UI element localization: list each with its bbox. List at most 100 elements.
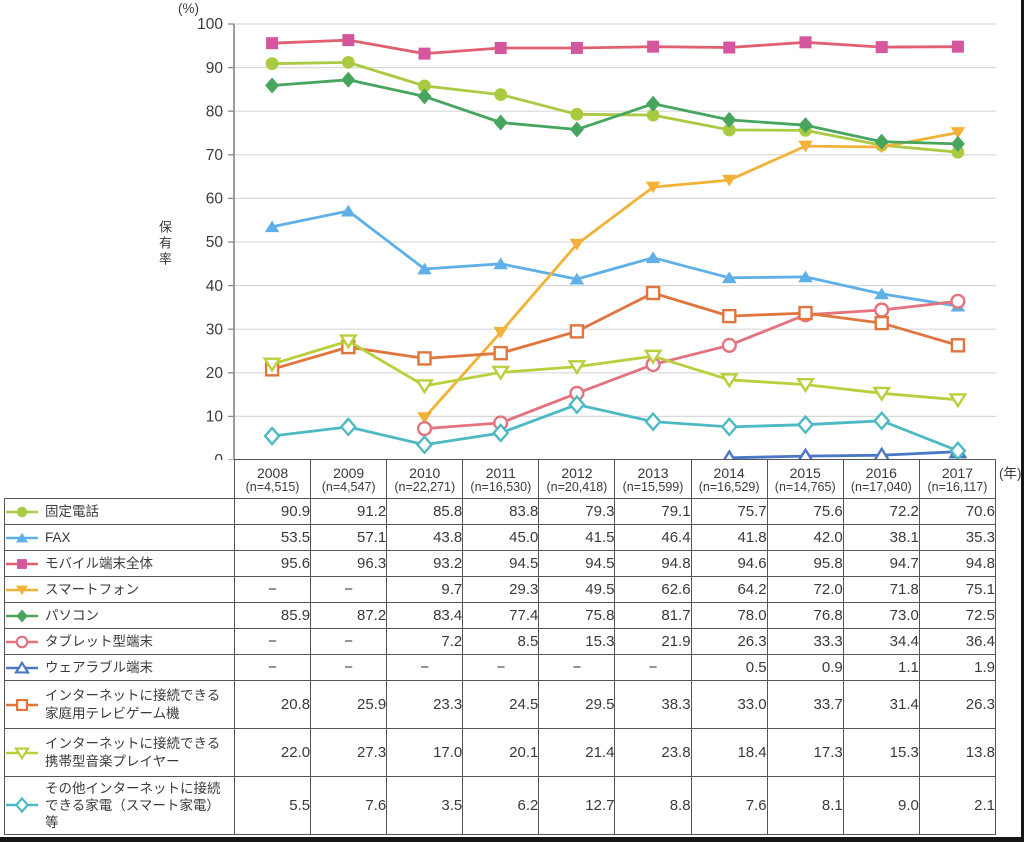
value-cell: 72.5 bbox=[918, 602, 997, 629]
sample-size-label: (n=15,599) bbox=[622, 480, 684, 495]
sample-size-label: (n=22,271) bbox=[394, 480, 456, 495]
value-cell: 1.1 bbox=[842, 654, 920, 681]
sample-size-label: (n=16,117) bbox=[927, 480, 988, 495]
fixed-phone-marker-icon bbox=[6, 506, 38, 517]
line-chart: 0 10 20 30 40 50 60 70 80 90 100 bbox=[197, 16, 996, 460]
legend-label: スマートフォン bbox=[45, 581, 140, 597]
year-label: 2010 bbox=[409, 465, 441, 482]
value-cell: 75.6 bbox=[766, 498, 844, 525]
value-cell: 94.8 bbox=[918, 550, 997, 577]
value-cell: 21.4 bbox=[538, 728, 616, 777]
page-right-border bbox=[1021, 0, 1024, 842]
year-label: 2016 bbox=[865, 465, 897, 482]
value-cell: 8.5 bbox=[462, 628, 540, 655]
value-cell: 7.2 bbox=[386, 628, 464, 655]
table-row-pc: パソコン 85.9 87.2 83.4 77.4 75.8 81.7 78.0 76.8 73.0… bbox=[4, 602, 997, 629]
value-cell: 6.2 bbox=[462, 776, 540, 835]
value-cell: 8.8 bbox=[614, 776, 692, 835]
year-label: 2013 bbox=[637, 465, 669, 482]
sample-size-label: (n=20,418) bbox=[546, 480, 608, 495]
value-cell: 79.3 bbox=[538, 498, 616, 525]
value-cell: 31.4 bbox=[842, 680, 920, 729]
value-cell: − bbox=[310, 628, 388, 655]
pc-marker-icon bbox=[6, 608, 38, 623]
value-cell: 18.4 bbox=[690, 728, 768, 777]
value-cell: 76.8 bbox=[766, 602, 844, 629]
smartphone-series bbox=[417, 127, 966, 425]
value-cell: 2.1 bbox=[918, 776, 997, 835]
y-tick-label: 100 bbox=[197, 16, 223, 33]
table-row-smart-appliance: その他インターネットに接続できる家電（スマート家電）等 5.5 7.6 3.5 6.2 1… bbox=[4, 776, 997, 835]
year-label: 2012 bbox=[561, 465, 593, 482]
value-cell: − bbox=[310, 576, 388, 603]
value-cell: 0.9 bbox=[766, 654, 844, 681]
value-cell: 38.3 bbox=[614, 680, 692, 729]
value-cell: 25.9 bbox=[310, 680, 388, 729]
game-console-marker-icon bbox=[6, 698, 38, 711]
value-cell: 9.7 bbox=[386, 576, 464, 603]
value-cell: 15.3 bbox=[842, 728, 920, 777]
value-cell: 1.9 bbox=[918, 654, 997, 681]
y-axis-title: 保有率 bbox=[157, 220, 172, 268]
table-row-tablet: タブレット型端末 − −7.2 8.5 15.3 21.9 26.3 33.3 34.4 36.4 bbox=[4, 628, 997, 655]
wearable-series bbox=[722, 443, 968, 460]
value-cell: 34.4 bbox=[842, 628, 920, 655]
page-bottom-border bbox=[0, 837, 1024, 842]
value-cell: 33.3 bbox=[766, 628, 844, 655]
value-cell: 9.0 bbox=[842, 776, 920, 835]
value-cell: 26.3 bbox=[690, 628, 768, 655]
legend-label: タブレット型端末 bbox=[45, 633, 153, 649]
value-cell: 35.3 bbox=[918, 524, 997, 551]
music-player-series bbox=[262, 334, 968, 409]
value-cell: − bbox=[233, 654, 312, 681]
pc-series bbox=[265, 71, 965, 152]
value-cell: 29.3 bbox=[462, 576, 540, 603]
year-header: 2017 (n=16,117) bbox=[918, 459, 997, 499]
year-label: 2014 bbox=[713, 465, 745, 482]
year-label: 2011 bbox=[485, 465, 516, 482]
value-cell: 7.6 bbox=[690, 776, 768, 835]
value-cell: 42.0 bbox=[766, 524, 844, 551]
value-cell: 75.1 bbox=[918, 576, 997, 603]
year-header: 2009 (n=4,547) bbox=[310, 459, 388, 499]
y-tick-label: 30 bbox=[206, 321, 224, 338]
value-cell: 77.4 bbox=[462, 602, 540, 629]
value-cell: 53.5 bbox=[233, 524, 312, 551]
legend-cell-smartphone: スマートフォン bbox=[4, 576, 235, 603]
value-cell: 0.5 bbox=[690, 654, 768, 681]
year-label: 2009 bbox=[333, 465, 365, 482]
value-cell: 21.9 bbox=[614, 628, 692, 655]
y-tick-label: 50 bbox=[206, 234, 224, 251]
legend-label: 固定電話 bbox=[45, 503, 99, 519]
year-header: 2013 (n=15,599) bbox=[614, 459, 692, 499]
value-cell: 49.5 bbox=[538, 576, 616, 603]
value-cell: 57.1 bbox=[310, 524, 388, 551]
value-cell: 70.6 bbox=[918, 498, 997, 525]
year-header: 2014 (n=16,529) bbox=[690, 459, 768, 499]
value-cell: 12.7 bbox=[538, 776, 616, 835]
value-cell: − bbox=[310, 654, 388, 681]
value-cell: 41.5 bbox=[538, 524, 616, 551]
legend-label: インターネットに接続できる携帯型音楽プレイヤー bbox=[45, 736, 221, 769]
value-cell: 33.0 bbox=[690, 680, 768, 729]
fax-marker-icon bbox=[6, 532, 38, 542]
y-axis-unit-label: (%) bbox=[178, 1, 199, 16]
value-cell: − bbox=[462, 654, 540, 681]
data-table: 2008 (n=4,515) 2009 (n=4,547) 2010 (n=22,271)… bbox=[4, 459, 997, 835]
value-cell: 41.8 bbox=[690, 524, 768, 551]
value-cell: 15.3 bbox=[538, 628, 616, 655]
legend-cell-music-player: インターネットに接続できる携帯型音楽プレイヤー bbox=[4, 728, 235, 777]
legend-label: ウェアラブル端末 bbox=[45, 659, 153, 675]
y-tick-label: 0 bbox=[214, 452, 223, 460]
value-cell: 22.0 bbox=[233, 728, 312, 777]
y-tick-label: 40 bbox=[206, 278, 224, 295]
value-cell: 83.4 bbox=[386, 602, 464, 629]
value-cell: 45.0 bbox=[462, 524, 540, 551]
value-cell: 83.8 bbox=[462, 498, 540, 525]
value-cell: 90.9 bbox=[233, 498, 312, 525]
legend-cell-mobile-overall: モバイル端末全体 bbox=[4, 550, 235, 577]
value-cell: 94.6 bbox=[690, 550, 768, 577]
year-header: 2016 (n=17,040) bbox=[842, 459, 920, 499]
legend-label: インターネットに接続できる家庭用テレビゲーム機 bbox=[45, 688, 221, 721]
